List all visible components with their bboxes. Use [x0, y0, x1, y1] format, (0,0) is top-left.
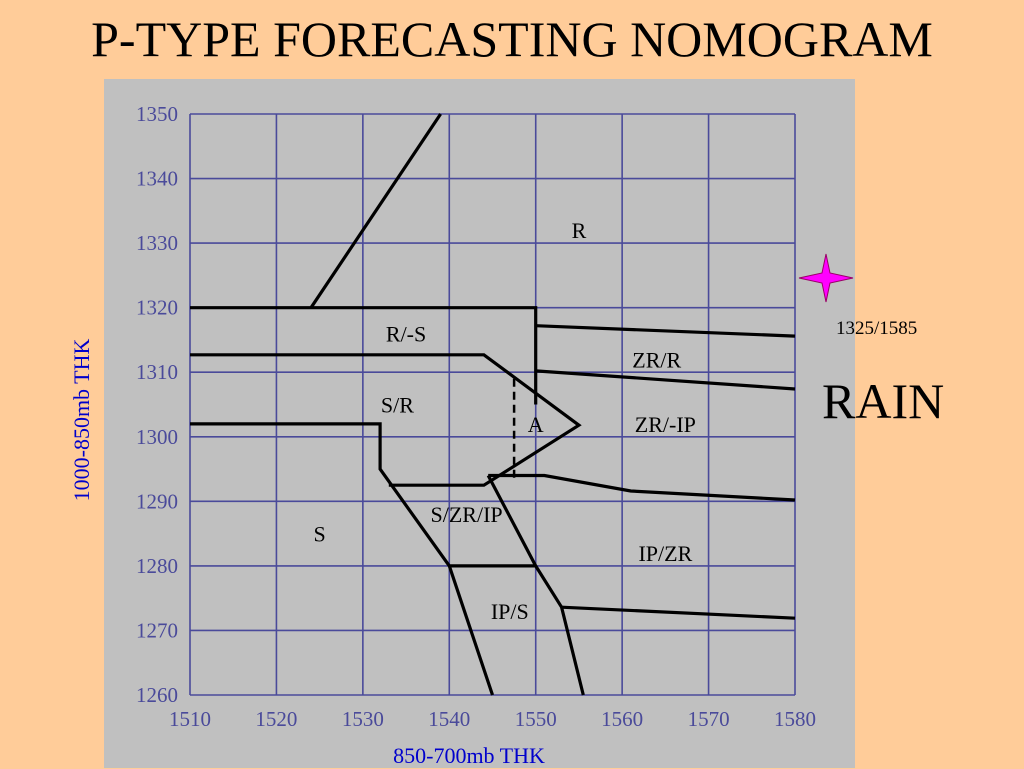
y-tick-label: 1340	[136, 167, 178, 191]
region-label: IP/S	[491, 599, 529, 624]
boundary-line	[561, 605, 796, 620]
nomogram-panel: 1510 1520 1530 1540 1550 1560 1570 1580 1350 1340…	[104, 79, 855, 768]
boundary-line	[488, 473, 796, 502]
x-axis-title: 850-700mb THK	[393, 743, 545, 768]
y-tick-label: 1330	[136, 231, 178, 255]
plotted-point-label: 1325/1585	[836, 318, 918, 339]
y-tick-label: 1280	[136, 554, 178, 578]
region-label: R	[572, 218, 587, 243]
region-label: ZR/-IP	[635, 412, 696, 437]
y-axis-title: 1000-850mb THK	[69, 338, 94, 502]
x-tick-label: 1560	[601, 707, 643, 731]
boundary-line	[190, 422, 495, 696]
region-label: A	[528, 412, 544, 437]
y-tick-label: 1350	[136, 102, 178, 126]
x-tick-label: 1580	[774, 707, 816, 731]
boundary-line	[535, 324, 796, 338]
boundary-line	[190, 353, 582, 487]
region-label: IP/ZR	[638, 541, 692, 566]
x-tick-label: 1570	[688, 707, 730, 731]
plotted-point-star-marker	[798, 253, 854, 303]
y-tick-label: 1300	[136, 425, 178, 449]
y-tick-label: 1290	[136, 489, 178, 513]
y-tick-label: 1310	[136, 360, 178, 384]
region-label: R/-S	[386, 321, 426, 346]
x-tick-label: 1510	[169, 707, 211, 731]
y-tick-label: 1270	[136, 618, 178, 642]
result-label: RAIN	[822, 373, 945, 429]
x-tick-label: 1530	[342, 707, 384, 731]
region-label: ZR/R	[632, 347, 681, 372]
boundary-line	[309, 113, 442, 309]
region-label: S/ZR/IP	[431, 502, 503, 527]
y-tick-label: 1320	[136, 296, 178, 320]
y-tick-label: 1260	[136, 683, 178, 707]
boundary-line	[486, 474, 585, 696]
nomogram-chart: 1510 1520 1530 1540 1550 1560 1570 1580 1350 1340…	[136, 102, 816, 731]
region-label: S/R	[381, 393, 414, 418]
boundary-line	[535, 369, 796, 391]
x-tick-label: 1520	[255, 707, 297, 731]
x-tick-label: 1550	[515, 707, 557, 731]
x-tick-label: 1540	[428, 707, 470, 731]
slide-title: P-TYPE FORECASTING NOMOGRAM	[91, 11, 933, 67]
region-label: S	[314, 522, 326, 547]
